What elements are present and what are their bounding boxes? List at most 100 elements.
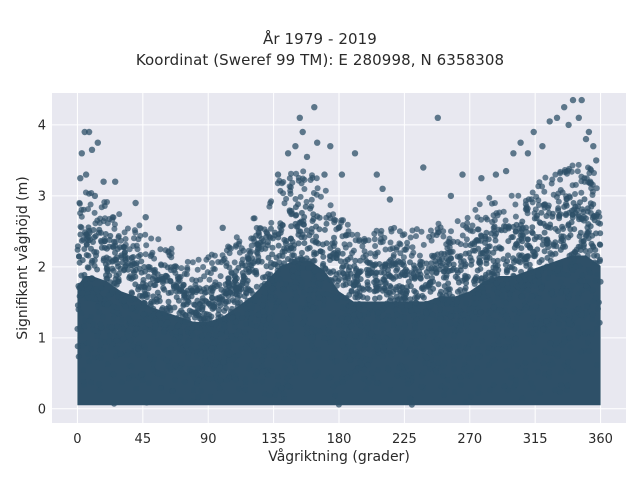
- data-point: [387, 283, 393, 289]
- data-point: [387, 273, 394, 279]
- data-point: [169, 388, 176, 395]
- data-point: [282, 240, 289, 247]
- data-point: [413, 351, 420, 358]
- data-point: [168, 324, 175, 331]
- data-point: [396, 228, 403, 235]
- data-point: [329, 284, 336, 291]
- data-point: [310, 304, 317, 311]
- data-point: [594, 361, 600, 368]
- data-point: [535, 369, 542, 376]
- data-point: [448, 228, 454, 235]
- data-point: [505, 252, 511, 259]
- data-point: [307, 335, 314, 341]
- data-point: [212, 332, 219, 339]
- data-point: [379, 287, 386, 294]
- data-point: [128, 363, 135, 370]
- data-point: [432, 297, 439, 304]
- x-tick-label: 0: [73, 432, 81, 447]
- data-point: [281, 260, 288, 267]
- data-point: [558, 235, 565, 242]
- data-point: [469, 222, 476, 229]
- data-point: [266, 203, 273, 210]
- data-point: [401, 370, 408, 376]
- data-point: [141, 264, 148, 270]
- data-point: [248, 242, 255, 249]
- data-point: [584, 339, 591, 346]
- data-point: [204, 315, 211, 322]
- data-point: [140, 311, 147, 318]
- data-point: [500, 256, 507, 263]
- data-point: [273, 323, 279, 330]
- data-point: [587, 247, 594, 254]
- data-point: [348, 323, 355, 330]
- data-point: [217, 273, 224, 280]
- outlier-point: [112, 178, 119, 185]
- data-point: [462, 399, 469, 405]
- data-point: [104, 361, 111, 368]
- outlier-point: [274, 171, 282, 178]
- data-point: [288, 170, 294, 177]
- data-point: [396, 364, 402, 371]
- data-point: [189, 398, 196, 405]
- data-point: [406, 395, 413, 402]
- data-point: [333, 295, 340, 301]
- data-point: [146, 379, 153, 386]
- data-point: [221, 307, 228, 314]
- x-axis-label: Vågriktning (grader): [268, 448, 410, 465]
- data-point: [344, 231, 351, 238]
- data-point: [412, 299, 419, 306]
- data-point: [222, 364, 229, 371]
- data-point: [463, 224, 470, 231]
- data-point: [77, 231, 84, 238]
- data-point: [402, 350, 409, 357]
- data-point: [383, 300, 390, 307]
- data-point: [471, 295, 478, 302]
- data-point: [260, 317, 267, 324]
- data-point: [278, 385, 285, 391]
- outlier-point: [546, 118, 553, 125]
- data-point: [271, 229, 278, 236]
- data-point: [128, 289, 135, 296]
- data-point: [165, 298, 172, 305]
- data-point: [341, 324, 348, 330]
- data-point: [221, 324, 228, 331]
- data-point: [471, 247, 478, 254]
- data-point: [321, 226, 328, 233]
- data-point: [538, 257, 545, 263]
- data-point: [557, 260, 564, 267]
- data-point: [459, 277, 466, 284]
- data-point: [352, 257, 359, 264]
- data-point: [460, 258, 467, 265]
- data-point: [375, 366, 382, 373]
- data-point: [304, 245, 311, 252]
- data-point: [270, 235, 276, 242]
- data-point: [229, 314, 236, 321]
- data-point: [173, 288, 180, 295]
- data-point: [85, 351, 92, 358]
- data-point: [242, 376, 249, 383]
- data-point: [450, 261, 457, 268]
- data-point: [184, 354, 191, 361]
- data-point: [413, 340, 420, 347]
- data-point: [176, 310, 183, 316]
- data-point: [198, 372, 205, 379]
- outlier-point: [142, 214, 149, 221]
- data-point: [344, 256, 351, 263]
- data-point: [472, 206, 479, 213]
- data-point: [384, 365, 391, 372]
- data-point: [504, 367, 511, 374]
- data-point: [379, 318, 386, 325]
- data-point: [146, 356, 153, 363]
- data-point: [506, 295, 513, 302]
- data-point: [556, 212, 563, 219]
- data-point: [463, 236, 470, 243]
- data-point: [151, 282, 157, 289]
- outlier-point: [379, 185, 386, 192]
- data-point: [322, 187, 329, 194]
- data-point: [430, 361, 437, 368]
- data-point: [214, 352, 221, 359]
- data-point: [547, 340, 554, 347]
- data-point: [330, 243, 337, 249]
- data-point: [96, 309, 103, 316]
